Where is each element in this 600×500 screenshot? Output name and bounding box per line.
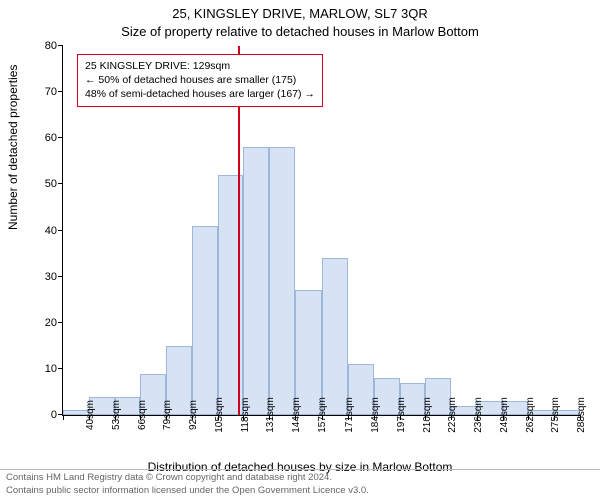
y-tick-label: 40	[45, 225, 63, 237]
y-tick-mark	[58, 183, 63, 184]
y-tick-mark	[58, 91, 63, 92]
histogram-bar	[243, 147, 269, 415]
y-tick-label: 70	[45, 86, 63, 98]
y-tick-mark	[58, 45, 63, 46]
x-tick-mark	[140, 415, 141, 420]
x-tick-mark	[503, 415, 504, 420]
x-tick-mark	[269, 415, 270, 420]
x-tick-mark	[528, 415, 529, 420]
x-tick-mark	[554, 415, 555, 420]
x-tick-mark	[192, 415, 193, 420]
y-tick-label: 30	[45, 271, 63, 283]
footer-attribution: Contains HM Land Registry data © Crown c…	[0, 469, 600, 500]
annotation-line2: ← 50% of detached houses are smaller (17…	[85, 73, 315, 87]
footer-line2: Contains public sector information licen…	[6, 485, 594, 497]
plot-area: 25 KINGSLEY DRIVE: 129sqm ← 50% of detac…	[62, 46, 580, 416]
x-tick-mark	[451, 415, 452, 420]
x-tick-mark	[166, 415, 167, 420]
annotation-line3: 48% of semi-detached houses are larger (…	[85, 87, 315, 101]
histogram-bar	[322, 258, 348, 415]
x-tick-mark	[218, 415, 219, 420]
x-tick-mark	[243, 415, 244, 420]
x-tick-label: 301sqm	[580, 397, 600, 433]
histogram-bar	[192, 226, 218, 415]
y-tick-mark	[58, 137, 63, 138]
x-tick-mark	[425, 415, 426, 420]
y-tick-label: 20	[45, 317, 63, 329]
y-tick-label: 0	[51, 409, 63, 421]
x-tick-mark	[295, 415, 296, 420]
x-tick-mark	[115, 415, 116, 420]
property-size-chart: 25, KINGSLEY DRIVE, MARLOW, SL7 3QR Size…	[0, 0, 600, 500]
x-tick-mark	[322, 415, 323, 420]
histogram-bar	[269, 147, 295, 415]
y-tick-label: 10	[45, 363, 63, 375]
x-tick-mark	[477, 415, 478, 420]
x-tick-mark	[580, 415, 581, 420]
y-tick-mark	[58, 322, 63, 323]
x-tick-mark	[400, 415, 401, 420]
footer-line1: Contains HM Land Registry data © Crown c…	[6, 472, 594, 484]
annotation-box: 25 KINGSLEY DRIVE: 129sqm ← 50% of detac…	[77, 54, 323, 107]
y-axis-label: Number of detached properties	[6, 65, 20, 230]
annotation-line1: 25 KINGSLEY DRIVE: 129sqm	[85, 59, 315, 73]
y-tick-mark	[58, 230, 63, 231]
x-tick-mark	[374, 415, 375, 420]
y-tick-label: 80	[45, 40, 63, 52]
y-tick-mark	[58, 276, 63, 277]
x-tick-mark	[89, 415, 90, 420]
chart-title-address: 25, KINGSLEY DRIVE, MARLOW, SL7 3QR	[0, 6, 600, 21]
y-tick-mark	[58, 368, 63, 369]
x-tick-mark	[348, 415, 349, 420]
y-tick-label: 50	[45, 178, 63, 190]
x-tick-mark	[63, 415, 64, 420]
chart-title-description: Size of property relative to detached ho…	[0, 24, 600, 39]
y-tick-label: 60	[45, 132, 63, 144]
